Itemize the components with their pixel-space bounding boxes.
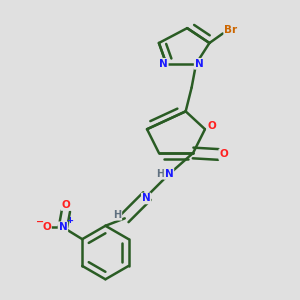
Text: O: O xyxy=(42,222,51,232)
Text: H: H xyxy=(156,169,164,179)
Text: O: O xyxy=(219,149,228,160)
Text: Br: Br xyxy=(224,25,237,34)
Text: N: N xyxy=(195,59,203,69)
Text: H: H xyxy=(113,210,122,220)
Text: +: + xyxy=(66,216,73,225)
Text: −: − xyxy=(36,217,44,227)
Text: N: N xyxy=(165,169,173,179)
Text: N: N xyxy=(58,222,67,232)
Text: O: O xyxy=(61,200,70,210)
Text: O: O xyxy=(207,121,216,131)
Text: N: N xyxy=(142,194,151,203)
Text: N: N xyxy=(159,59,168,69)
